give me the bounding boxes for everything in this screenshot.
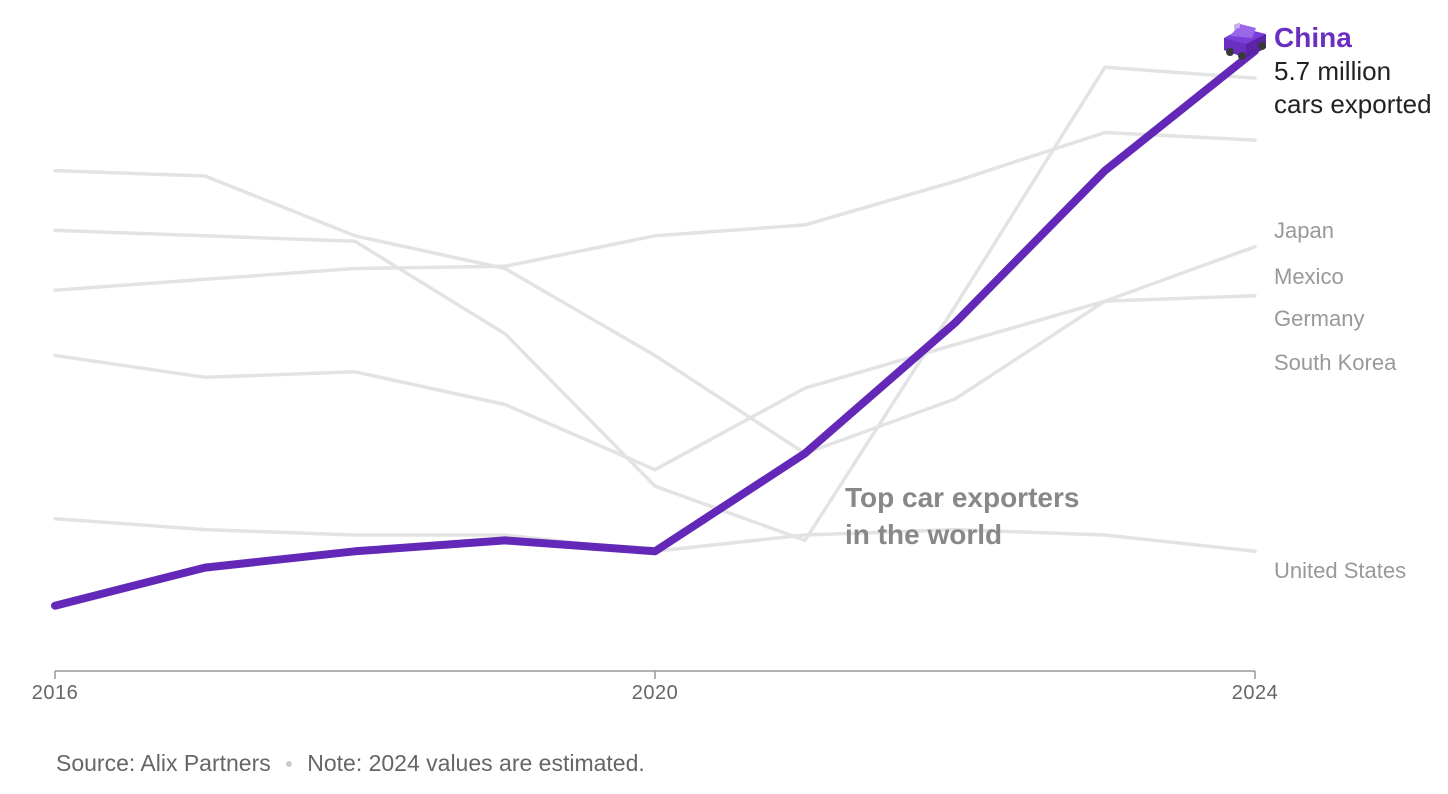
- series-line-mexico: [53, 130, 1257, 292]
- highlight-series-name: China: [1274, 22, 1352, 53]
- series-label-mexico: Mexico: [1274, 264, 1344, 289]
- annotation-line-1: Top car exporters: [845, 482, 1079, 513]
- x-tick-label-2020: 2020: [632, 682, 679, 704]
- annotation: Top car exporters in the world: [845, 482, 1079, 550]
- series-line-south-korea: [53, 293, 1257, 472]
- annotation-line-2: in the world: [845, 519, 1002, 550]
- x-axis-ticks: 2016 2020 2024: [32, 671, 1279, 704]
- highlight-label: China 5.7 million cars exported: [1274, 22, 1432, 119]
- source-text: Source: Alix Partners: [56, 750, 271, 776]
- car-icon: [1224, 22, 1266, 60]
- highlight-series-line: [51, 46, 1259, 610]
- highlight-value-text: 5.7 million: [1274, 56, 1391, 86]
- separator-dot-icon: ●: [284, 755, 294, 771]
- series-label-south-korea: South Korea: [1274, 350, 1397, 375]
- background-series-lines: [53, 65, 1257, 554]
- series-label-japan: Japan: [1274, 218, 1334, 243]
- series-labels: Japan Mexico Germany South Korea United Stat…: [1274, 218, 1406, 583]
- x-tick-label-2024: 2024: [1232, 682, 1279, 704]
- series-line-united-states: [53, 516, 1257, 554]
- series-line-germany: [53, 168, 1257, 456]
- series-label-united-states: United States: [1274, 558, 1406, 583]
- note-text: Note: 2024 values are estimated.: [307, 750, 645, 776]
- series-label-germany: Germany: [1274, 306, 1364, 331]
- series-line-china: [51, 46, 1259, 610]
- chart-footer: Source: Alix Partners ● Note: 2024 values …: [56, 750, 645, 777]
- highlight-unit-text: cars exported: [1274, 89, 1432, 119]
- x-tick-label-2016: 2016: [32, 682, 79, 704]
